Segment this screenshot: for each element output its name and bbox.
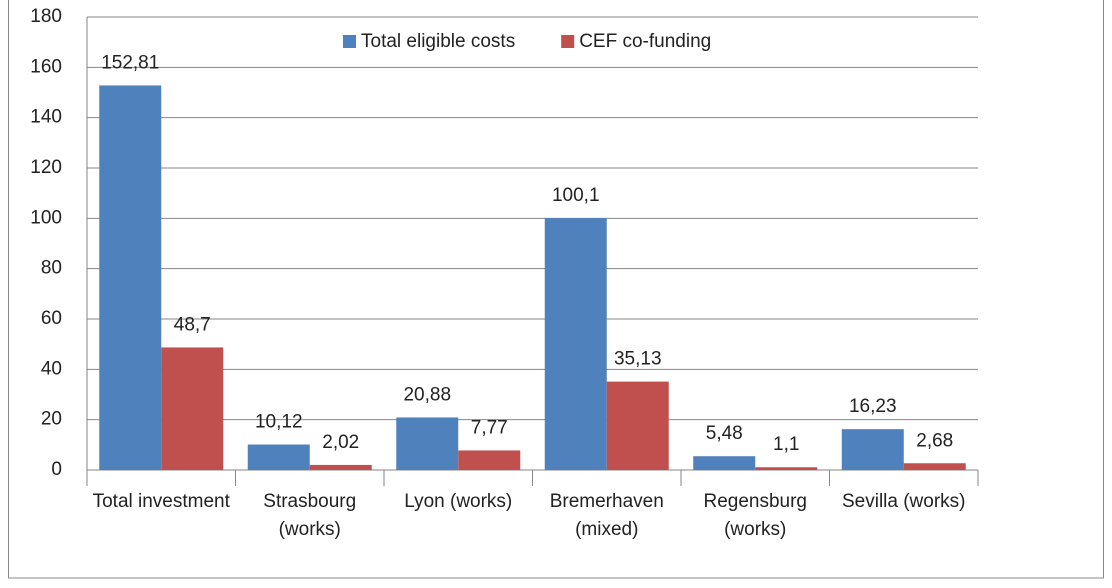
bar [396,417,459,470]
x-tick-label-box: Regensburg (works) [703,491,808,540]
y-tick-label: 80 [41,258,62,279]
legend-swatch [343,35,356,48]
bar [903,463,966,470]
x-tick-label-box: Total investment [92,491,230,512]
y-tick-label: 100 [30,207,62,228]
data-label: 1,1 [773,434,799,455]
data-label: 152,81 [101,52,159,73]
legend-label: CEF co-funding [579,31,711,52]
data-label: 16,23 [849,396,897,417]
y-tick-label: 140 [30,107,62,128]
y-tick-label: 60 [41,308,62,329]
legend-swatch [561,35,575,48]
bar [755,467,818,470]
bar [693,456,756,470]
bar [309,464,372,470]
bar [161,347,224,470]
y-tick-label: 160 [30,56,62,77]
x-tick-label-box: Lyon (works) [404,491,513,512]
bar [99,85,162,471]
bar [247,444,310,470]
data-label: 7,77 [471,417,508,438]
x-tick-label: Sevilla (works) [841,491,966,512]
data-label: 20,88 [403,384,451,405]
legend-label: Total eligible costs [361,31,515,52]
x-tick-label-box: Bremerhaven (mixed) [549,491,664,540]
x-tick-label: Regensburg (works) [703,491,808,540]
bar [458,450,521,470]
data-label: 10,12 [255,412,303,433]
data-label: 35,13 [614,349,662,370]
data-label: 2,68 [916,430,953,451]
data-label: 48,7 [174,314,211,335]
bar [544,218,607,470]
y-tick-label: 180 [30,6,62,27]
x-tick-label: Total investment [92,491,230,512]
y-tick-label: 0 [51,459,62,480]
y-tick-label: 120 [30,157,62,178]
x-tick-label: Bremerhaven (mixed) [549,491,664,540]
chart-frame [8,0,1104,579]
x-tick-label: Strasbourg (works) [263,491,357,540]
bar [841,429,904,470]
x-tick-label: Lyon (works) [404,491,513,512]
data-label: 5,48 [706,423,743,444]
data-label: 2,02 [322,432,359,453]
x-tick-label-box: Strasbourg (works) [263,491,357,540]
y-tick-label: 20 [41,409,62,430]
bar [606,381,669,470]
x-tick-label-box: Sevilla (works) [841,491,966,512]
y-tick-label: 40 [41,358,62,379]
data-label: 100,1 [552,185,600,206]
